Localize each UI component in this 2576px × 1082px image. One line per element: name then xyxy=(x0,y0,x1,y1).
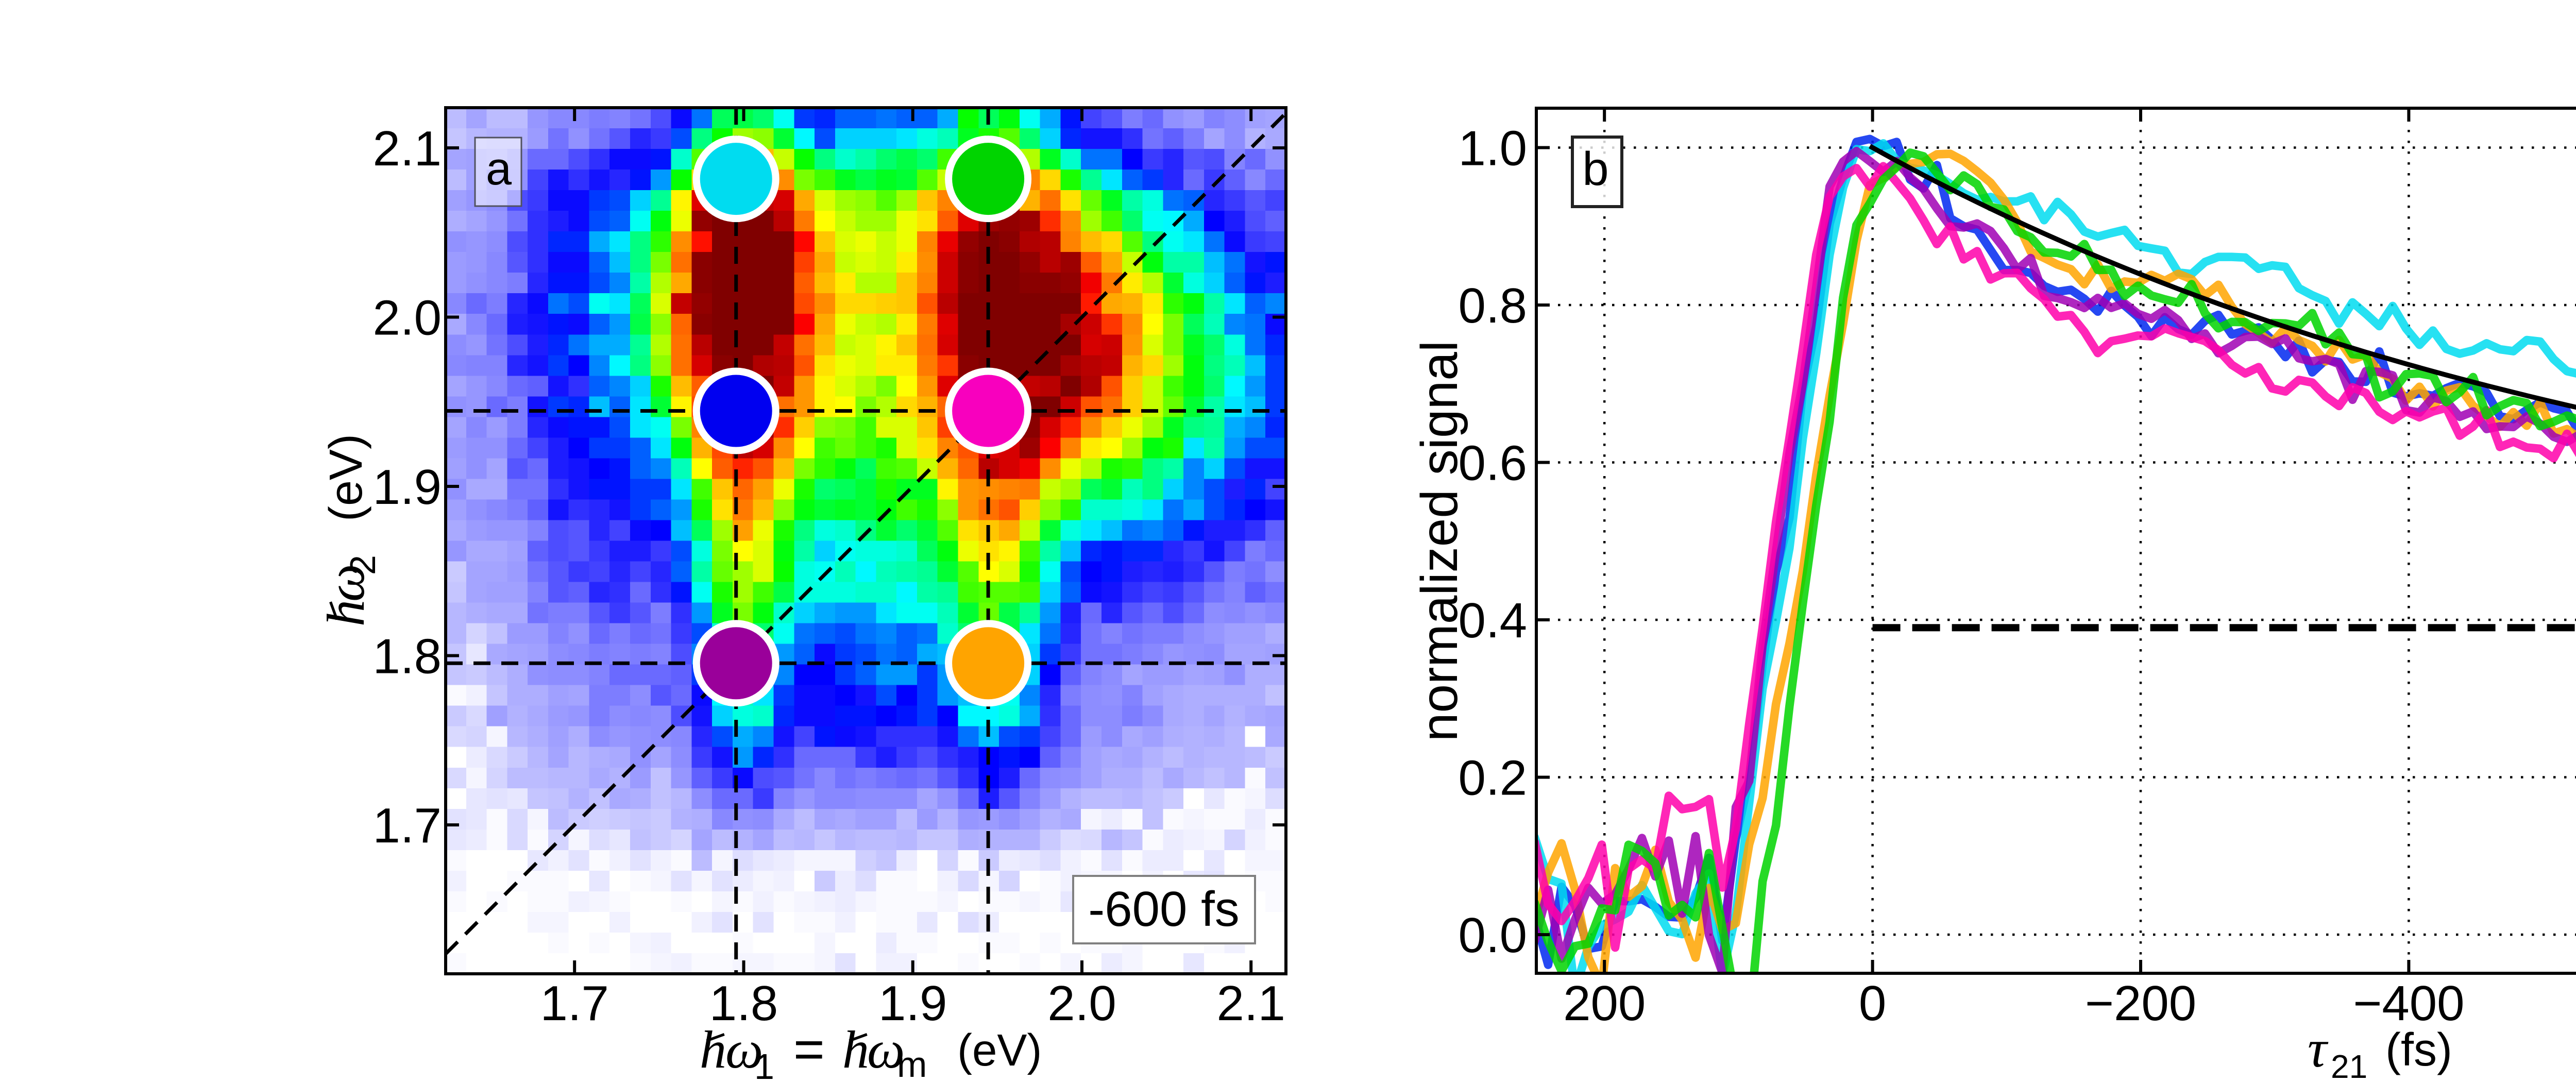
svg-text:m: m xyxy=(897,1044,927,1082)
svg-text:b: b xyxy=(1582,143,1608,195)
svg-text:1.8: 1.8 xyxy=(709,976,778,1031)
svg-text:h: h xyxy=(842,1020,869,1079)
svg-text:1.7: 1.7 xyxy=(373,798,442,853)
svg-text:0.0: 0.0 xyxy=(1459,908,1527,963)
svg-text:2.1: 2.1 xyxy=(373,121,442,176)
svg-text:21: 21 xyxy=(2331,1048,2367,1082)
svg-text:h: h xyxy=(316,600,376,627)
svg-text:(eV): (eV) xyxy=(320,434,372,521)
svg-text:ω: ω xyxy=(725,1020,763,1079)
svg-text:2.0: 2.0 xyxy=(373,291,442,346)
svg-text:−400: −400 xyxy=(2353,976,2464,1031)
svg-text:200: 200 xyxy=(1563,976,1646,1031)
svg-text:=: = xyxy=(793,1020,825,1079)
svg-text:τ: τ xyxy=(2308,1019,2329,1078)
svg-text:1.8: 1.8 xyxy=(373,629,442,684)
svg-text:ω: ω xyxy=(867,1020,905,1079)
svg-text:2.0: 2.0 xyxy=(1047,976,1116,1031)
svg-text:1: 1 xyxy=(754,1046,774,1082)
svg-text:−200: −200 xyxy=(2085,976,2196,1031)
svg-text:0.4: 0.4 xyxy=(1459,593,1527,648)
svg-text:-600 fs: -600 fs xyxy=(1088,882,1239,937)
svg-text:0: 0 xyxy=(1859,976,1886,1031)
svg-text:0.8: 0.8 xyxy=(1459,278,1527,333)
svg-text:(fs): (fs) xyxy=(2385,1024,2452,1076)
svg-text:a: a xyxy=(486,143,512,195)
svg-text:ω: ω xyxy=(316,564,376,602)
svg-text:0.2: 0.2 xyxy=(1459,751,1527,806)
svg-text:0.6: 0.6 xyxy=(1459,436,1527,491)
svg-text:normalized signal: normalized signal xyxy=(1411,341,1468,741)
svg-text:2: 2 xyxy=(343,555,383,575)
svg-text:h: h xyxy=(700,1020,726,1079)
svg-text:1.0: 1.0 xyxy=(1459,121,1527,176)
svg-text:1.9: 1.9 xyxy=(878,976,947,1031)
svg-text:1.9: 1.9 xyxy=(373,460,442,515)
svg-text:1.7: 1.7 xyxy=(540,976,608,1031)
svg-text:2.1: 2.1 xyxy=(1216,976,1285,1031)
svg-text:(eV): (eV) xyxy=(957,1025,1042,1075)
